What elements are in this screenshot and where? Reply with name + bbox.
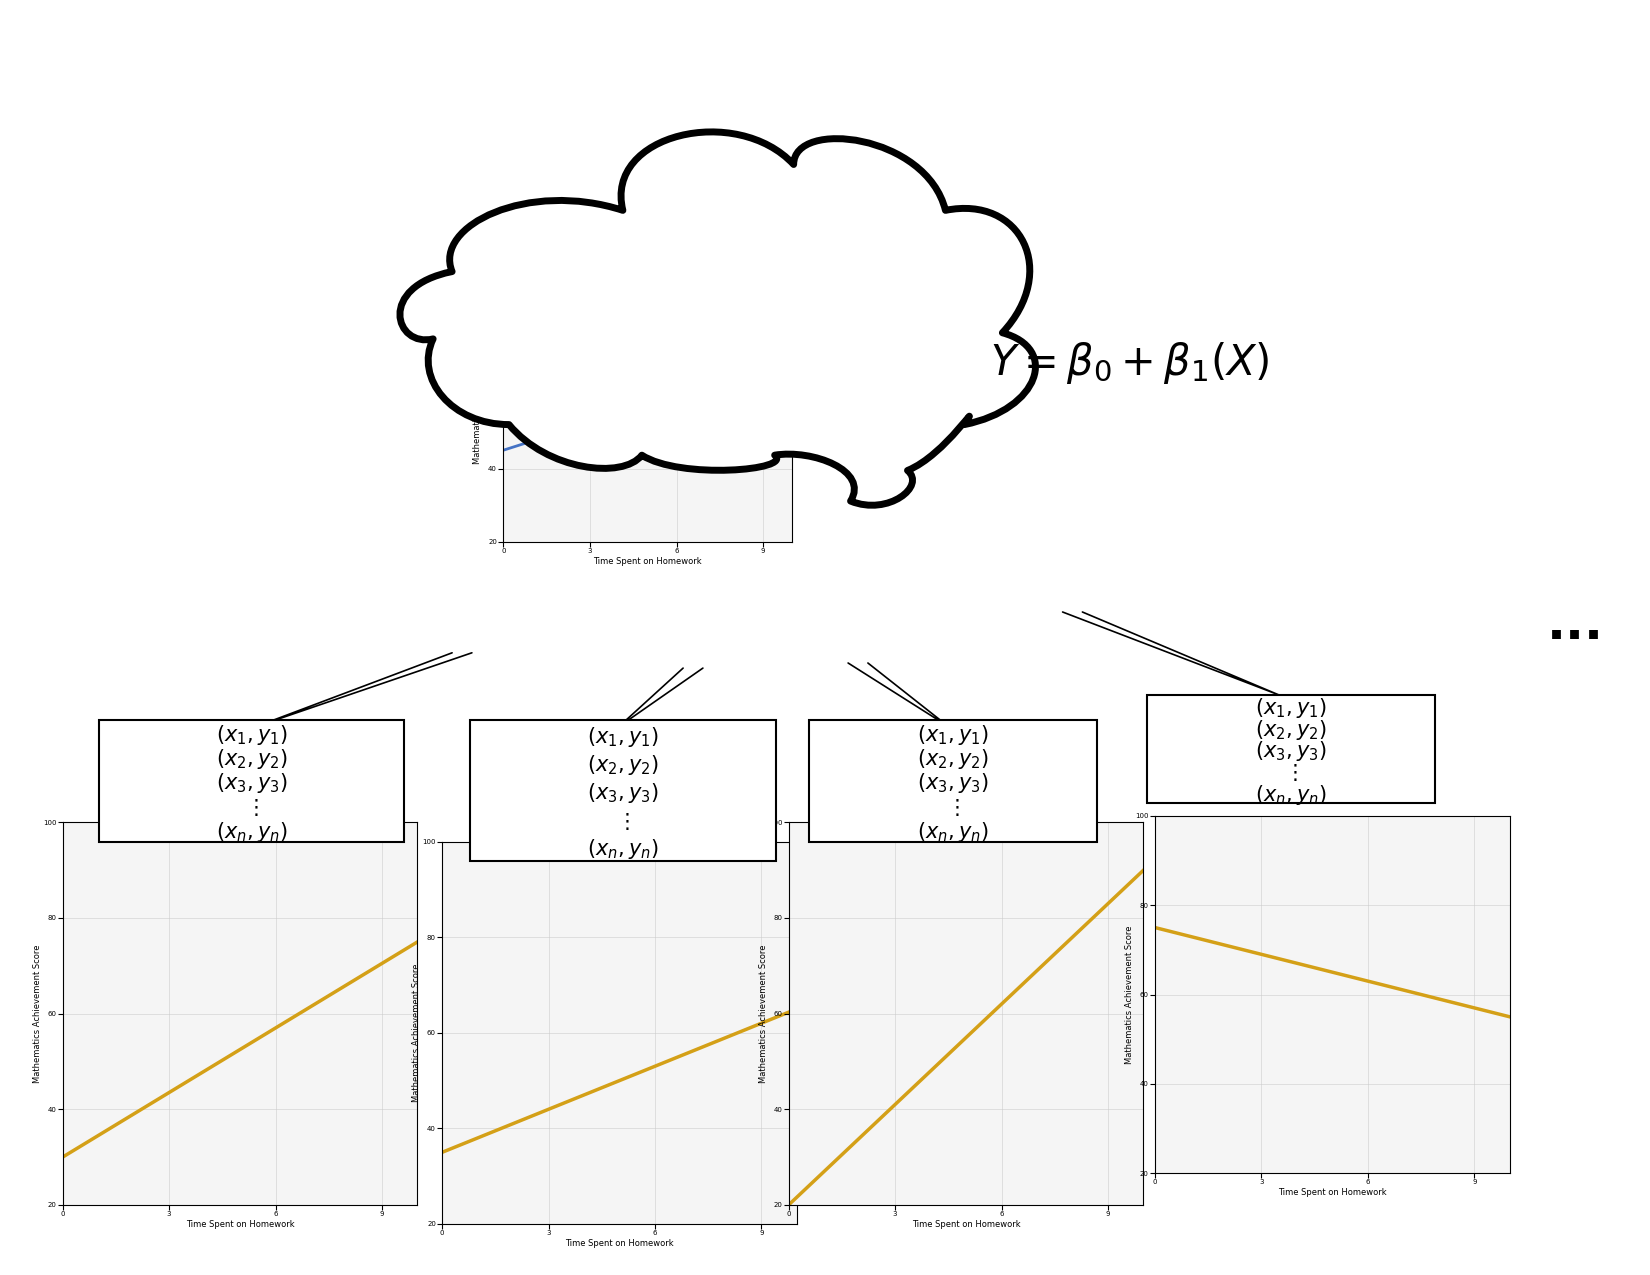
FancyBboxPatch shape (1147, 695, 1436, 803)
Text: $(x_n, y_n)$: $(x_n, y_n)$ (1256, 783, 1327, 807)
Y-axis label: Mathematics Achievement Score: Mathematics Achievement Score (474, 326, 482, 464)
Text: $\vdots$: $\vdots$ (1284, 762, 1299, 783)
Text: $(x_1, y_1)$: $(x_1, y_1)$ (917, 723, 988, 747)
X-axis label: Time Spent on Homework: Time Spent on Homework (912, 1220, 1020, 1229)
Text: $(x_1, y_1)$: $(x_1, y_1)$ (587, 725, 658, 750)
Y-axis label: Mathematics Achievement Score: Mathematics Achievement Score (1125, 926, 1134, 1063)
X-axis label: Time Spent on Homework: Time Spent on Homework (186, 1220, 294, 1229)
FancyBboxPatch shape (99, 720, 404, 842)
Text: $(x_1, y_1)$: $(x_1, y_1)$ (216, 723, 287, 747)
Y-axis label: Mathematics Achievement Score: Mathematics Achievement Score (33, 945, 41, 1082)
Text: $(x_2, y_2)$: $(x_2, y_2)$ (587, 754, 658, 778)
Text: $(x_n, y_n)$: $(x_n, y_n)$ (917, 820, 988, 844)
X-axis label: Time Spent on Homework: Time Spent on Homework (566, 1239, 673, 1248)
X-axis label: Time Spent on Homework: Time Spent on Homework (594, 557, 701, 566)
Text: $(x_n, y_n)$: $(x_n, y_n)$ (587, 838, 658, 862)
Text: $(x_3, y_3)$: $(x_3, y_3)$ (1256, 740, 1327, 764)
Text: $(x_3, y_3)$: $(x_3, y_3)$ (216, 771, 287, 796)
Y-axis label: Mathematics Achievement Score: Mathematics Achievement Score (412, 964, 421, 1102)
Text: $(x_2, y_2)$: $(x_2, y_2)$ (216, 747, 287, 771)
Text: $\vdots$: $\vdots$ (615, 811, 630, 831)
Text: $(x_3, y_3)$: $(x_3, y_3)$ (917, 771, 988, 796)
X-axis label: Time Spent on Homework: Time Spent on Homework (1279, 1188, 1386, 1197)
FancyBboxPatch shape (808, 720, 1097, 842)
FancyBboxPatch shape (470, 720, 776, 861)
Text: $Y = \beta_0 + \beta_1(X)$: $Y = \beta_0 + \beta_1(X)$ (990, 340, 1270, 386)
Y-axis label: Mathematics Achievement Score: Mathematics Achievement Score (759, 945, 767, 1082)
Text: ...: ... (1548, 601, 1604, 649)
Text: $(x_2, y_2)$: $(x_2, y_2)$ (1256, 718, 1327, 742)
Text: $(x_2, y_2)$: $(x_2, y_2)$ (917, 747, 988, 771)
Text: $\vdots$: $\vdots$ (945, 797, 960, 819)
Text: $\vdots$: $\vdots$ (244, 797, 259, 819)
PathPatch shape (399, 131, 1036, 505)
Text: $(x_1, y_1)$: $(x_1, y_1)$ (1256, 696, 1327, 720)
Text: $(x_n, y_n)$: $(x_n, y_n)$ (216, 820, 287, 844)
Text: $(x_3, y_3)$: $(x_3, y_3)$ (587, 782, 658, 806)
